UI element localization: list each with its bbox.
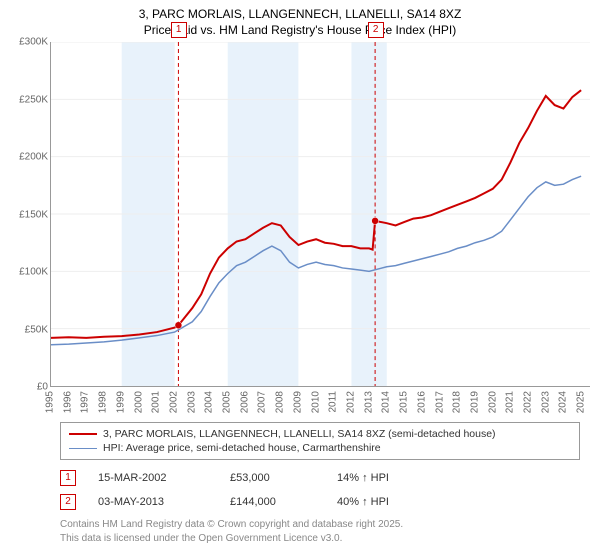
x-tick-label: 2023 (540, 391, 551, 413)
chart-container: 3, PARC MORLAIS, LLANGENNECH, LLANELLI, … (0, 0, 600, 560)
x-tick-label: 2005 (222, 391, 233, 413)
x-tick-label: 2021 (505, 391, 516, 413)
x-axis: 1995199619971998199920002001200220032004… (50, 387, 590, 422)
x-tick-label: 2019 (469, 391, 480, 413)
annotation-row: 1 15-MAR-2002 £53,000 14% ↑ HPI (60, 470, 590, 486)
marker-label: 1 (171, 22, 187, 38)
chart-row: £0£50K£100K£150K£200K£250K£300K 12 (10, 42, 590, 387)
x-tick-label: 2003 (186, 391, 197, 413)
annotation-pct: 14% ↑ HPI (337, 472, 389, 484)
x-tick-label: 2009 (292, 391, 303, 413)
annotation-pct: 40% ↑ HPI (337, 496, 389, 508)
x-tick-label: 2001 (151, 391, 162, 413)
y-tick-label: £100K (19, 267, 48, 278)
x-tick-label: 2004 (204, 391, 215, 413)
x-tick-label: 2017 (434, 391, 445, 413)
x-tick-label: 1996 (62, 391, 73, 413)
x-tick-label: 2000 (133, 391, 144, 413)
annotation-row: 2 03-MAY-2013 £144,000 40% ↑ HPI (60, 494, 590, 510)
x-tick-label: 2006 (239, 391, 250, 413)
x-tick-label: 2013 (363, 391, 374, 413)
legend: 3, PARC MORLAIS, LLANGENNECH, LLANELLI, … (60, 422, 580, 460)
marker-label: 2 (368, 22, 384, 38)
x-tick-label: 2012 (345, 391, 356, 413)
annotation-marker: 1 (60, 470, 76, 486)
y-tick-label: £150K (19, 209, 48, 220)
x-tick-label: 1998 (98, 391, 109, 413)
y-tick-label: £50K (25, 324, 48, 335)
x-tick-label: 2015 (399, 391, 410, 413)
x-tick-label: 2024 (558, 391, 569, 413)
x-tick-label: 2018 (452, 391, 463, 413)
annotation-date: 15-MAR-2002 (98, 472, 208, 484)
title-line-1: 3, PARC MORLAIS, LLANGENNECH, LLANELLI, … (10, 6, 590, 22)
legend-swatch (69, 448, 97, 449)
x-tick-label: 2014 (381, 391, 392, 413)
y-tick-label: £200K (19, 152, 48, 163)
x-tick-label: 2022 (523, 391, 534, 413)
x-tick-label: 2016 (416, 391, 427, 413)
legend-item: HPI: Average price, semi-detached house,… (69, 441, 571, 455)
y-tick-label: £300K (19, 37, 48, 48)
x-tick-label: 2020 (487, 391, 498, 413)
x-tick-label: 2025 (576, 391, 587, 413)
annotation-marker: 2 (60, 494, 76, 510)
x-tick-label: 1995 (45, 391, 56, 413)
y-axis: £0£50K£100K£150K£200K£250K£300K (10, 42, 50, 387)
credits-line-1: Contains HM Land Registry data © Crown c… (60, 518, 590, 532)
legend-swatch (69, 433, 97, 435)
x-tick-label: 1999 (115, 391, 126, 413)
y-tick-label: £250K (19, 94, 48, 105)
annotation-date: 03-MAY-2013 (98, 496, 208, 508)
plot-svg (51, 42, 590, 386)
x-tick-label: 2002 (168, 391, 179, 413)
x-tick-label: 2007 (257, 391, 268, 413)
annotation-price: £144,000 (230, 496, 315, 508)
annotations: 1 15-MAR-2002 £53,000 14% ↑ HPI 2 03-MAY-2013… (60, 470, 590, 510)
title-line-2: Price paid vs. HM Land Registry's House … (10, 22, 590, 38)
x-tick-label: 1997 (80, 391, 91, 413)
credits: Contains HM Land Registry data © Crown c… (60, 518, 590, 545)
chart-title: 3, PARC MORLAIS, LLANGENNECH, LLANELLI, … (10, 6, 590, 38)
legend-label: HPI: Average price, semi-detached house,… (103, 442, 381, 454)
annotation-price: £53,000 (230, 472, 315, 484)
legend-item: 3, PARC MORLAIS, LLANGENNECH, LLANELLI, … (69, 427, 571, 441)
plot-area: 12 (50, 42, 590, 387)
credits-line-2: This data is licensed under the Open Gov… (60, 532, 590, 546)
x-tick-label: 2010 (310, 391, 321, 413)
legend-label: 3, PARC MORLAIS, LLANGENNECH, LLANELLI, … (103, 428, 496, 440)
x-tick-label: 2011 (328, 391, 339, 413)
x-tick-label: 2008 (275, 391, 286, 413)
